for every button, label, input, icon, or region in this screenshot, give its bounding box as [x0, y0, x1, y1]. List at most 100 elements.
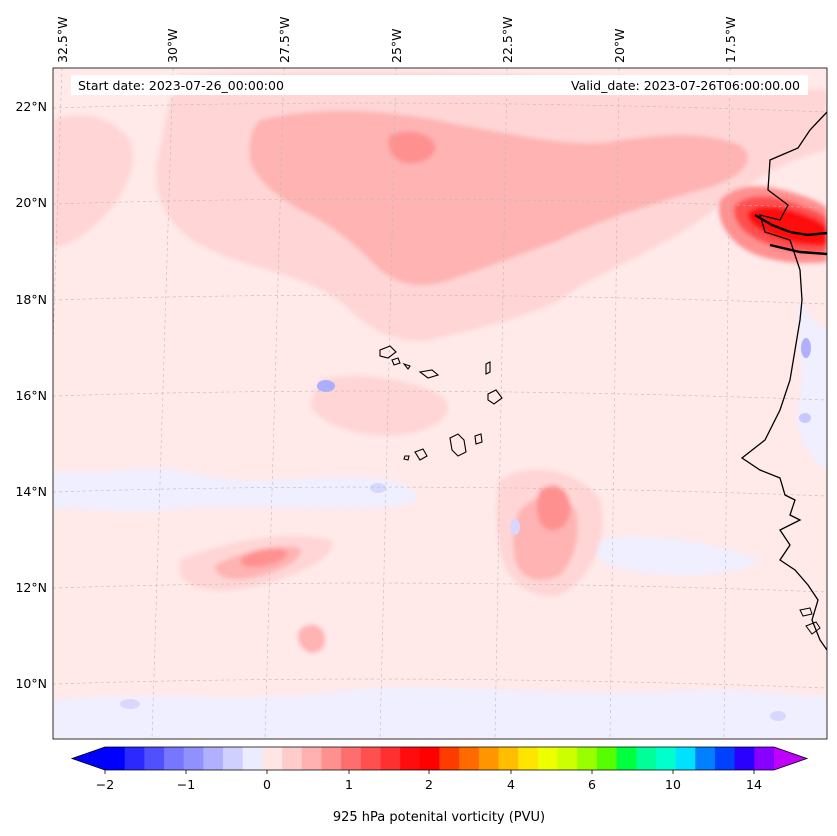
island	[485, 361, 491, 375]
colorbar-swatch	[537, 747, 559, 770]
pv-level1-mid	[310, 375, 448, 436]
neg-pv-blob	[770, 711, 786, 721]
colorbar-swatch	[144, 747, 165, 770]
colorbar-swatch	[439, 747, 460, 770]
colorbar-swatch	[341, 747, 362, 770]
coast-thick-segment	[754, 213, 827, 237]
colorbar-swatch	[675, 747, 696, 770]
neg-pv-blob	[317, 380, 335, 392]
colorbar-swatch	[183, 747, 204, 770]
colorbar-frame	[70, 746, 809, 771]
pv-zero-region-mid	[594, 536, 760, 576]
pv-zero-region-south	[53, 687, 827, 739]
colorbar-tick: 1	[345, 777, 353, 792]
island	[487, 389, 503, 405]
lon-label: 25°W	[389, 28, 404, 63]
colorbar-tick: 2	[425, 777, 433, 792]
colorbar-swatch	[301, 747, 322, 770]
colorbar-swatch	[105, 747, 126, 770]
colorbar-tick: −1	[177, 777, 195, 792]
lon-label: 32.5°W	[55, 17, 70, 63]
island	[414, 448, 428, 461]
pv-level3-band	[240, 548, 288, 568]
colorbar	[70, 746, 809, 774]
pv-level2-small	[297, 624, 325, 653]
colorbar-swatch	[203, 747, 224, 770]
colorbar-swatch	[282, 747, 303, 770]
colorbar-swatch	[557, 747, 578, 770]
lon-label: 20°W	[612, 28, 627, 63]
gridlines	[53, 68, 827, 739]
colorbar-tick: 14	[746, 777, 762, 792]
latitude-labels: 22°N 20°N 18°N 16°N 14°N 12°N 10°N	[15, 99, 47, 691]
colorbar-swatch	[380, 747, 401, 770]
lat-label: 18°N	[15, 292, 47, 307]
coast-thick-segment	[769, 243, 827, 256]
colorbar-swatch	[262, 747, 283, 770]
colorbar-tick: 6	[588, 777, 596, 792]
colorbar-tick: −2	[96, 777, 114, 792]
colorbar-swatch	[616, 747, 637, 770]
island	[403, 455, 410, 461]
negative-pv-blobs	[120, 338, 811, 721]
lat-label: 10°N	[15, 676, 47, 691]
colorbar-swatch	[734, 747, 755, 770]
colorbar-tick: 4	[507, 777, 515, 792]
colorbar-swatch	[360, 747, 381, 770]
colorbar-swatch	[518, 747, 539, 770]
colorbar-swatch	[419, 747, 440, 770]
colorbar-swatch	[695, 747, 716, 770]
lat-label: 16°N	[15, 388, 47, 403]
colorbar-ticks: −2 −1 0 1 2 4 6 10 14	[96, 777, 762, 792]
neg-pv-blob	[799, 413, 811, 423]
island	[402, 362, 411, 370]
bijagos-islands	[799, 607, 821, 635]
pv-level1-west	[53, 115, 133, 247]
lon-label: 27.5°W	[277, 17, 292, 63]
neg-pv-blob	[370, 483, 386, 493]
colorbar-label: 925 hPa potenital vorticity (PVU)	[333, 810, 545, 825]
island	[418, 369, 440, 379]
lon-label: 30°W	[165, 28, 180, 63]
annotation-box	[71, 75, 808, 95]
valid-date-label: Valid_date: 2023-07-26T06:00:00.00	[571, 78, 800, 93]
start-date-label: Start date: 2023-07-26_00:00:00	[78, 78, 284, 93]
colorbar-swatch	[596, 747, 618, 770]
colorbar-tick: 0	[263, 777, 271, 792]
colorbar-swatch	[459, 747, 480, 770]
colorbar-swatch	[242, 747, 263, 770]
lat-label: 12°N	[15, 580, 47, 595]
colorbar-swatch	[400, 747, 421, 770]
colorbar-extend-high	[774, 747, 807, 770]
neg-pv-blob	[801, 338, 811, 358]
colorbar-swatch	[498, 747, 519, 770]
island	[449, 433, 467, 457]
pv-level2-north	[249, 110, 748, 286]
map-panel: Start date: 2023-07-26_00:00:00 Valid_da…	[53, 68, 827, 739]
longitude-labels: 32.5°W 30°W 27.5°W 25°W 22.5°W 20°W 17.5…	[55, 17, 738, 63]
colorbar-swatch	[655, 747, 677, 770]
pv-level3-offshore	[536, 485, 571, 531]
colorbar-swatch	[478, 747, 500, 770]
colorbar-tick: 10	[665, 777, 681, 792]
pv-level3-north	[388, 131, 436, 164]
lat-label: 22°N	[15, 99, 47, 114]
island	[391, 357, 401, 366]
africa-coastline	[740, 111, 827, 651]
coastline	[740, 111, 827, 651]
island	[379, 345, 397, 359]
lon-label: 17.5°W	[723, 17, 738, 63]
colorbar-swatch	[223, 747, 244, 770]
lat-label: 14°N	[15, 484, 47, 499]
colorbar-swatch	[754, 747, 775, 770]
pv-zero-region-west	[53, 469, 419, 512]
neg-pv-blob	[510, 519, 520, 535]
colorbar-extend-low	[72, 747, 105, 770]
colorbar-swatch	[321, 747, 342, 770]
lat-label: 20°N	[15, 195, 47, 210]
colorbar-swatch	[636, 747, 657, 770]
cape-verde-islands	[379, 345, 503, 461]
colorbar-swatch	[164, 747, 185, 770]
pv-contours	[53, 71, 827, 739]
